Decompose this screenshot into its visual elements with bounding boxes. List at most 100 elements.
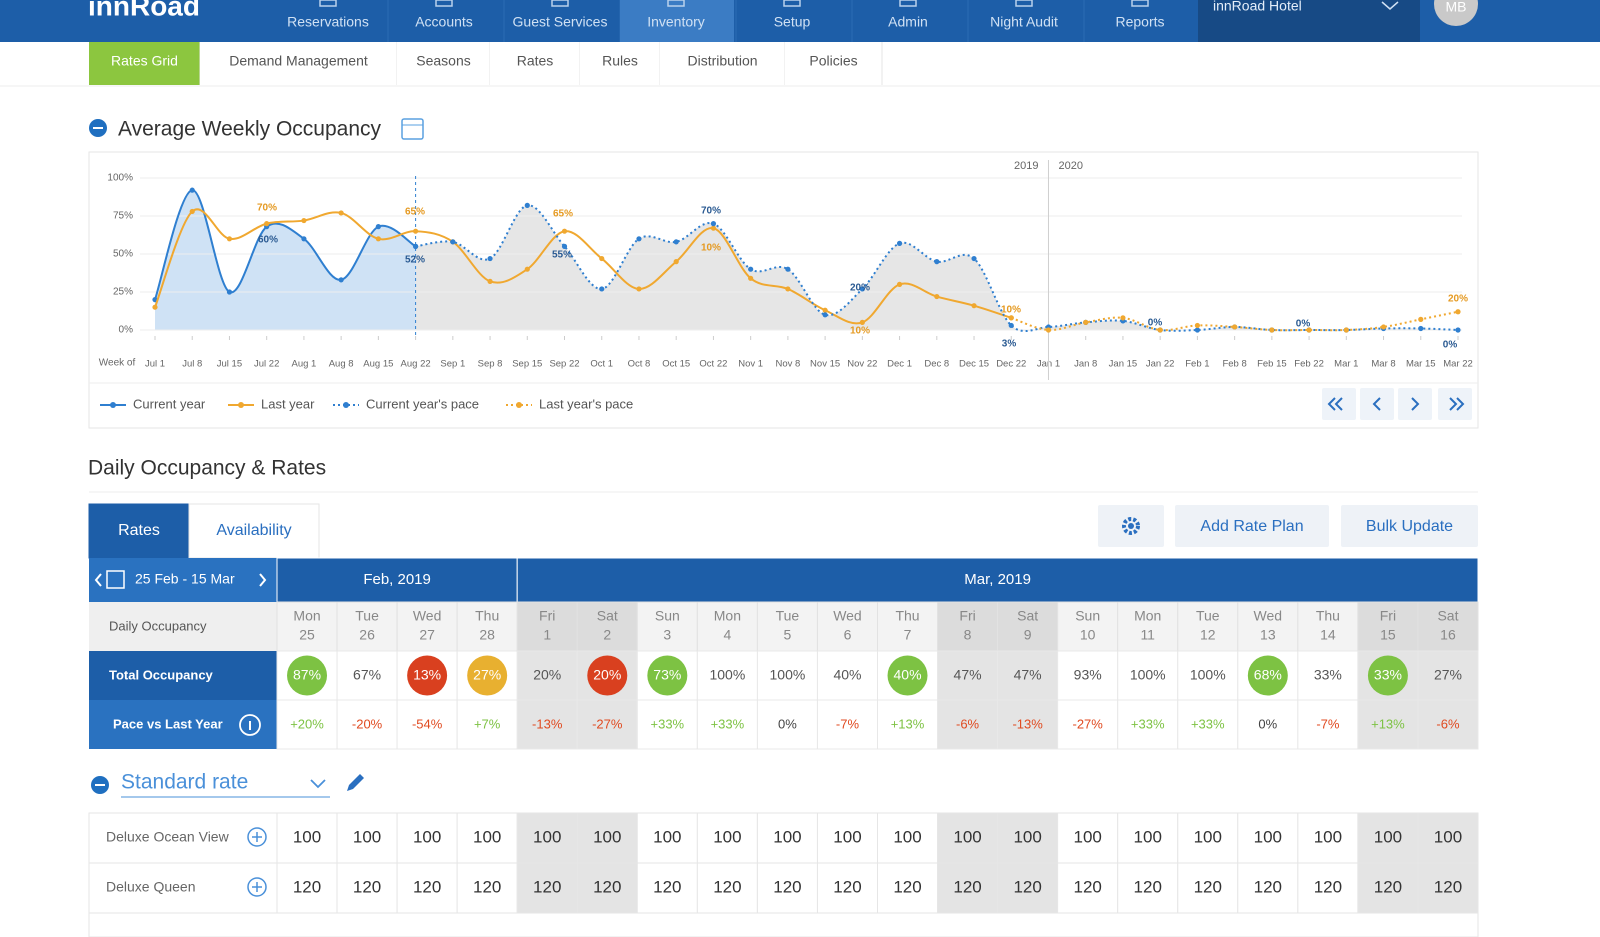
rate-value: 120 [1314,877,1342,896]
day-date: 11 [1140,627,1155,643]
day-name: Tue [355,608,379,624]
action-button[interactable] [1341,505,1478,547]
series-point [971,255,977,262]
subnav-label[interactable]: Distribution [687,53,757,69]
rate-value: 120 [1134,877,1162,896]
date-next[interactable] [259,573,267,587]
day-date: 13 [1260,627,1276,643]
subnav-tab[interactable] [660,42,785,85]
rate-cell[interactable] [1297,812,1359,864]
subnav-label[interactable]: Demand Management [229,53,368,69]
occupancy-value: 67% [353,667,381,683]
rate-cell[interactable] [336,812,398,864]
x-tick-label: Sep 1 [440,359,465,370]
edit-icon[interactable] [347,774,364,791]
nav-item[interactable]: Setup [774,14,811,30]
hotel-name[interactable]: innRoad Hotel [1213,0,1302,14]
rate-cell[interactable] [456,862,518,914]
rate-cell[interactable] [696,812,758,864]
occupancy-value: 13% [413,667,441,683]
nav-item[interactable]: Reports [1115,14,1164,30]
rate-cell[interactable] [1057,812,1119,864]
rate-cell[interactable] [636,862,698,914]
rate-cell[interactable] [1117,862,1179,914]
day-header-cell [396,601,458,652]
rate-cell[interactable] [576,812,638,864]
subnav-tab[interactable] [785,42,882,85]
series-point [673,239,679,245]
series-point [1045,327,1052,333]
x-tick-label: Oct 15 [662,359,690,370]
add-icon[interactable] [247,877,267,897]
series-point [1343,327,1349,333]
pager-button[interactable] [1360,388,1394,420]
subnav-tab[interactable] [397,42,490,85]
rate-cell[interactable] [997,812,1059,864]
subnav-label[interactable]: Seasons [416,53,470,69]
action-button[interactable] [1175,505,1329,547]
rate-cell[interactable] [1177,862,1239,914]
series-point [338,210,344,216]
subnav-tab[interactable] [490,42,580,85]
series-point [822,307,828,313]
date-prev[interactable] [94,573,102,587]
nav-item[interactable]: Guest Services [513,14,608,30]
x-tick-label: Jan 22 [1146,359,1175,370]
x-tick-label: Aug 15 [363,359,393,370]
rate-plan-select[interactable]: Standard rate [121,771,248,794]
rate-cell[interactable] [1357,862,1419,914]
nav-item[interactable]: Inventory [647,14,705,30]
legend-label: Current year [133,396,206,411]
rate-cell[interactable] [877,812,939,864]
nav-item[interactable]: Accounts [415,14,473,30]
series-point [524,266,530,272]
subnav-label[interactable]: Rates [517,53,554,69]
occupancy-badge [887,655,928,696]
rate-cell[interactable] [1237,862,1299,914]
nav-item[interactable]: Admin [888,14,928,30]
month-header [516,557,1479,603]
rate-cell[interactable] [276,862,338,914]
calendar-icon[interactable] [401,118,424,140]
rate-cell[interactable] [1357,812,1419,864]
x-tick-label: Aug 8 [329,359,354,370]
date-calendar-icon[interactable] [106,570,125,589]
rate-cell[interactable] [636,812,698,864]
day-name: Thu [475,608,499,624]
subnav-tab[interactable] [580,42,660,85]
info-icon[interactable] [239,714,261,736]
rate-value: 100 [953,827,981,846]
day-name: Sat [1017,608,1038,624]
rate-cell[interactable] [816,862,879,914]
avatar[interactable] [1434,0,1478,26]
rate-value: 100 [773,827,801,846]
add-icon[interactable] [247,827,267,847]
rate-cell[interactable] [276,812,338,864]
rate-cell[interactable] [997,862,1059,914]
rate-cell[interactable] [1177,812,1239,864]
subnav-label[interactable]: Rates Grid [111,53,178,69]
subnav-active[interactable] [89,42,200,85]
rate-cell[interactable] [1417,862,1479,914]
pager-button[interactable] [1398,388,1432,420]
x-tick-label: Nov 15 [810,359,840,370]
subnav-tab[interactable] [200,42,397,85]
subnav-label[interactable]: Policies [809,53,857,69]
pager-button[interactable] [1322,388,1356,420]
day-header-cell [937,601,999,652]
rate-cell[interactable] [336,862,398,914]
subnav-label[interactable]: Rules [602,53,638,69]
rate-cell[interactable] [1057,862,1119,914]
rate-cell[interactable] [516,862,578,914]
series-point [859,319,865,325]
rate-cell[interactable] [696,862,758,914]
rate-cell[interactable] [937,862,999,914]
rate-cell[interactable] [516,812,578,864]
series-point [375,236,381,242]
rate-value: 120 [593,877,621,896]
nav-item[interactable]: Reservations [287,14,369,30]
rate-cell[interactable] [1417,812,1479,864]
day-name: Mon [714,608,741,624]
nav-item[interactable]: Night Audit [990,14,1058,30]
next-row-placeholder [88,912,1479,937]
